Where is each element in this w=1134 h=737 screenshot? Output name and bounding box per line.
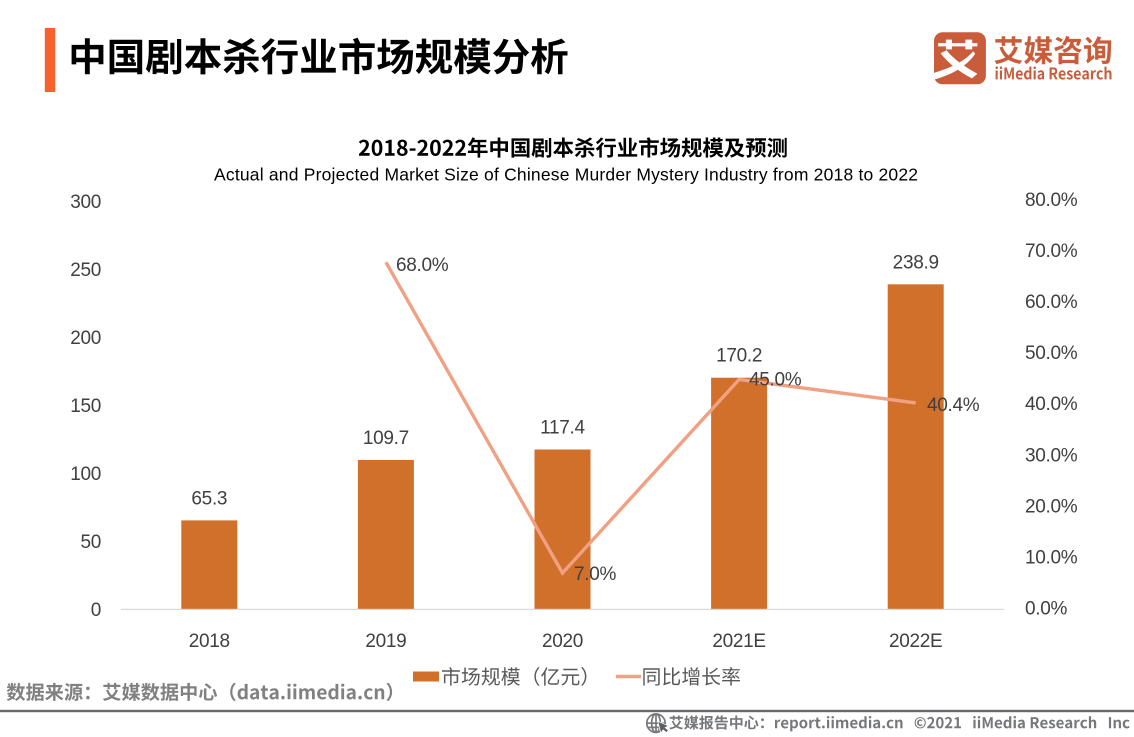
- svg-text:10.0%: 10.0%: [1025, 548, 1078, 569]
- svg-text:65.3: 65.3: [191, 488, 227, 509]
- svg-text:Actual and Projected Market Si: Actual and Projected Market Size of Chin…: [214, 164, 918, 184]
- svg-text:170.2: 170.2: [716, 346, 762, 367]
- svg-text:109.7: 109.7: [363, 428, 409, 449]
- svg-text:20.0%: 20.0%: [1025, 496, 1078, 517]
- svg-text:80.0%: 80.0%: [1025, 190, 1078, 211]
- svg-text:0.0%: 0.0%: [1025, 599, 1068, 620]
- svg-text:2022E: 2022E: [889, 631, 942, 652]
- svg-text:0: 0: [91, 600, 101, 621]
- svg-text:238.9: 238.9: [893, 252, 939, 273]
- svg-text:200: 200: [70, 328, 101, 349]
- svg-text:40.0%: 40.0%: [1025, 394, 1078, 415]
- svg-text:2020: 2020: [542, 631, 583, 652]
- svg-text:45.0%: 45.0%: [749, 370, 802, 391]
- svg-text:40.4%: 40.4%: [927, 395, 980, 416]
- svg-text:2019: 2019: [365, 631, 406, 652]
- svg-text:70.0%: 70.0%: [1025, 241, 1078, 262]
- svg-text:68.0%: 68.0%: [396, 255, 449, 276]
- svg-text:150: 150: [70, 396, 101, 417]
- svg-text:30.0%: 30.0%: [1025, 445, 1078, 466]
- svg-text:117.4: 117.4: [540, 418, 585, 439]
- svg-text:2021E: 2021E: [712, 631, 765, 652]
- svg-text:100: 100: [70, 464, 101, 485]
- svg-text:7.0%: 7.0%: [574, 564, 617, 585]
- svg-text:250: 250: [70, 260, 101, 281]
- svg-text:2018: 2018: [189, 631, 230, 652]
- svg-text:50.0%: 50.0%: [1025, 343, 1078, 364]
- svg-text:300: 300: [70, 192, 101, 213]
- svg-text:60.0%: 60.0%: [1025, 292, 1078, 313]
- svg-text:50: 50: [80, 532, 101, 553]
